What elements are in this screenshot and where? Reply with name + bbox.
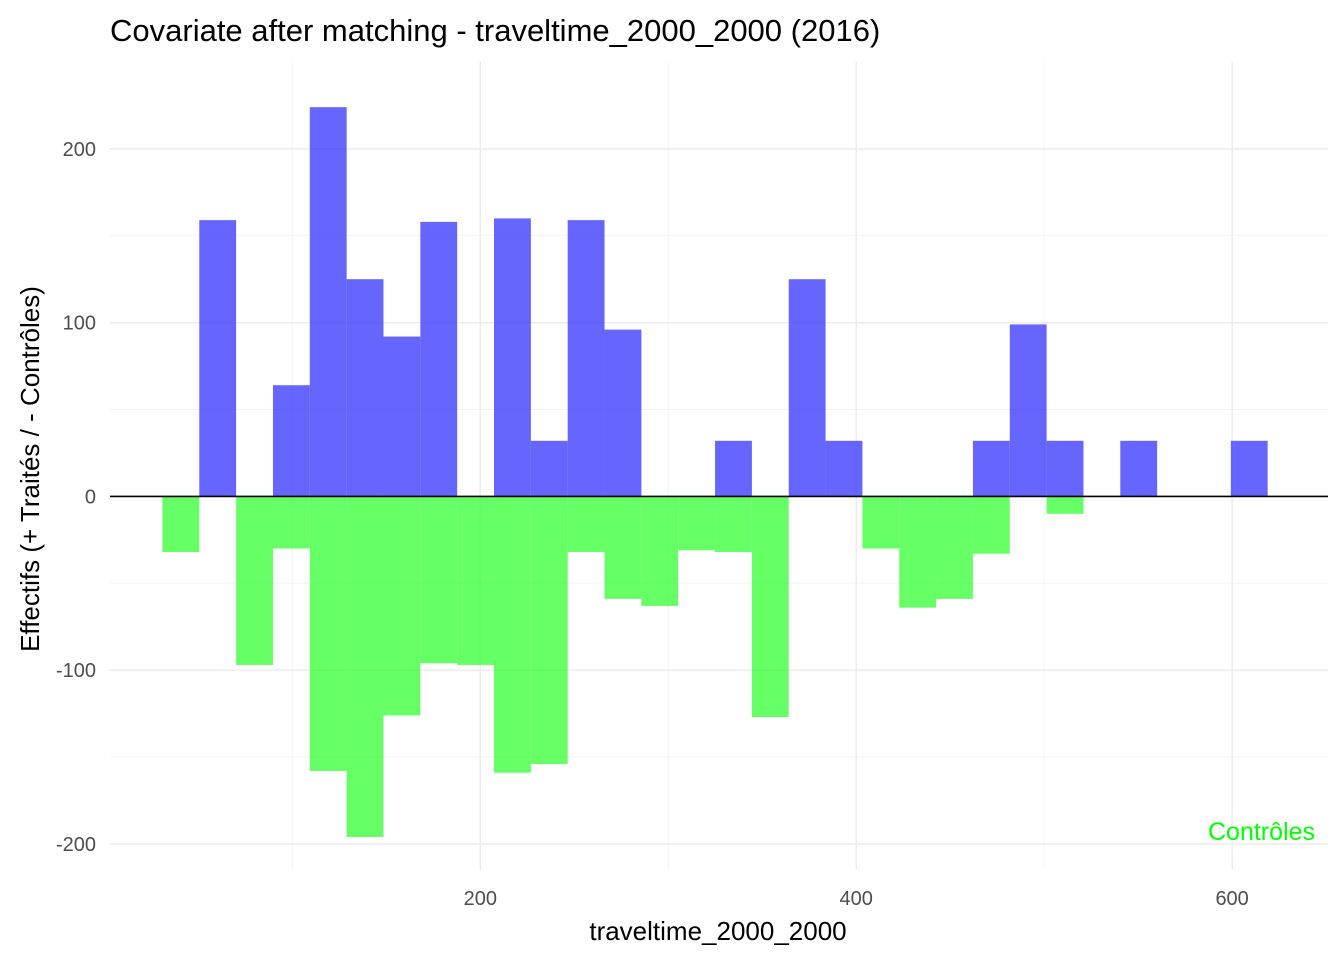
bar-controles [1046,496,1084,514]
bar-controles [751,496,789,718]
y-tick-label: 0 [85,486,96,508]
y-tick-label: 200 [63,139,96,161]
bar-controles [236,496,273,665]
bar-traites [1230,440,1268,497]
bar-traites [788,279,826,497]
bar-controles [309,496,347,771]
x-tick-label: 200 [464,888,497,910]
bar-traites [199,220,237,497]
bar-controles [494,496,531,773]
bar-traites [567,220,605,497]
bar-controles [604,496,642,599]
bar-controles [862,496,900,549]
bar-controles [457,496,495,665]
x-axis-title: traveltime_2000_2000 [589,916,846,946]
bar-traites [1120,440,1158,497]
annotations: Contrôles [1208,818,1315,846]
bar-traites [272,385,310,497]
bar-traites [972,440,1010,497]
bar-controles [899,496,937,608]
bar-controles [641,496,679,606]
y-tick-label: -100 [56,660,96,682]
bars [162,107,1268,837]
bar-traites [420,221,458,497]
tick-labels: 200 400 600 -200 -100 0 100 200 [56,139,1249,910]
y-axis-title: Effectifs (+ Traités / - Contrôles) [15,286,45,652]
bar-traites [530,440,568,497]
bar-traites [604,329,642,497]
bar-traites [309,107,347,497]
bar-traites [346,279,384,497]
bar-controles [936,496,973,599]
bar-traites [494,218,531,497]
bar-controles [530,496,568,765]
bar-controles [678,496,716,551]
y-tick-label: 100 [63,313,96,335]
bar-controles [346,496,384,837]
bar-traites [383,336,421,497]
bar-traites [825,440,863,497]
chart-title: Covariate after matching - traveltime_20… [110,13,880,48]
bar-traites [715,440,752,497]
bar-controles [420,496,458,664]
bar-controles [972,496,1010,554]
controles-annotation: Contrôles [1208,818,1315,846]
y-tick-label: -200 [56,834,96,856]
bar-controles [272,496,310,549]
bar-controles [162,496,200,553]
bar-traites [1046,440,1084,497]
x-tick-label: 400 [840,888,873,910]
bar-controles [715,496,752,553]
bar-controles [383,496,421,716]
x-tick-label: 600 [1215,888,1248,910]
bar-controles [567,496,605,553]
bar-traites [1009,324,1047,497]
